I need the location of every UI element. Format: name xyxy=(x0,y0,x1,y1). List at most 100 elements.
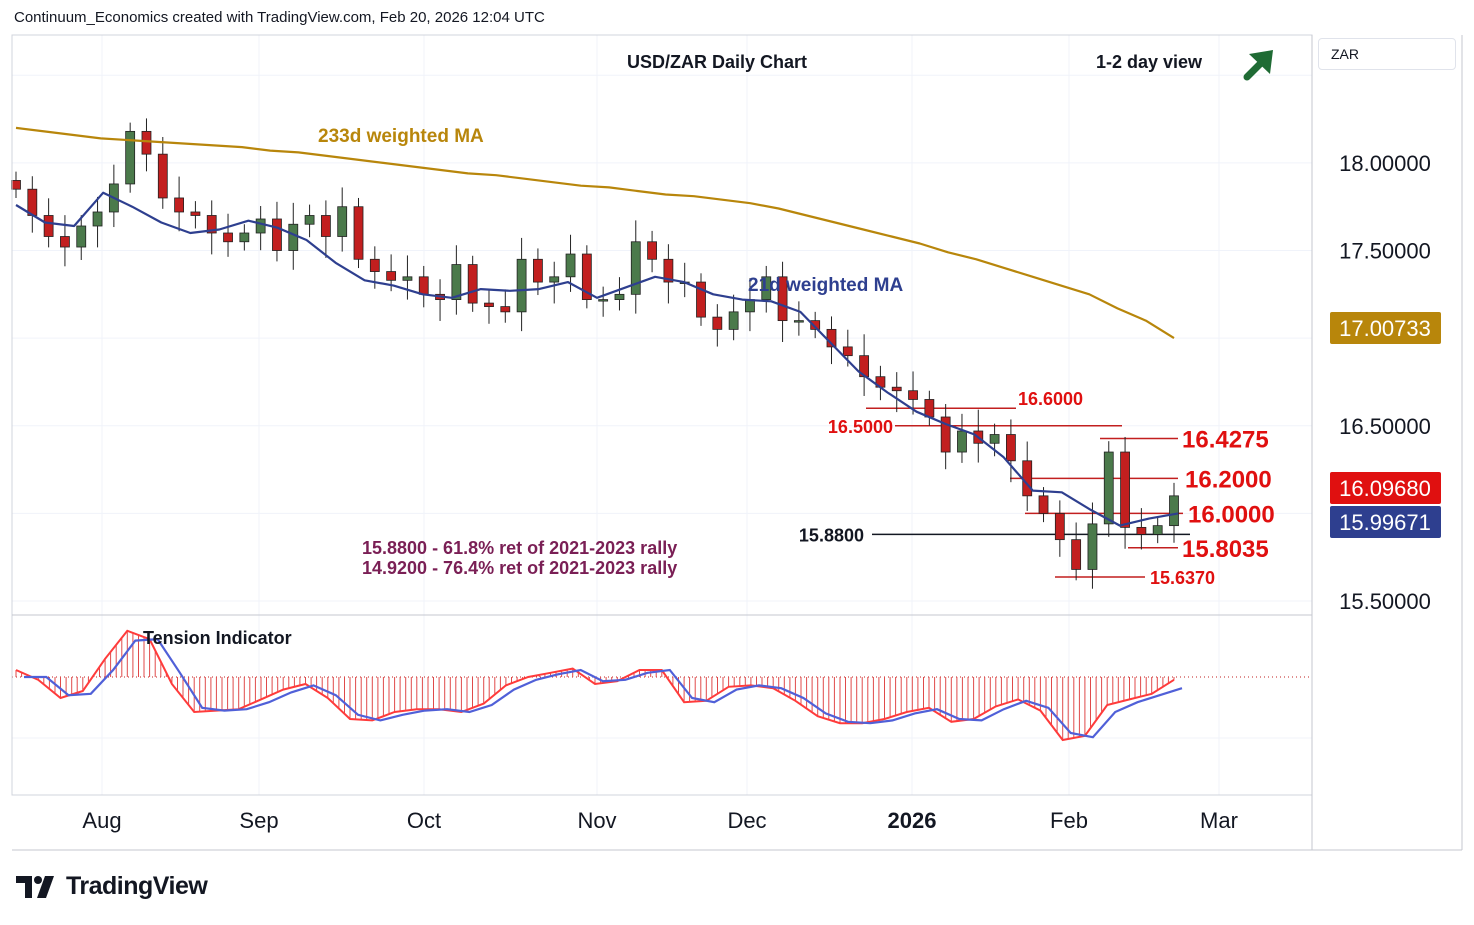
candle xyxy=(1169,482,1179,543)
ma-21-line xyxy=(15,191,1179,527)
candle-body xyxy=(60,236,70,248)
level-label: 16.0000 xyxy=(1188,501,1275,528)
candle xyxy=(940,404,951,470)
candle-body xyxy=(1152,525,1163,535)
candle-body xyxy=(549,276,560,283)
currency-selector[interactable]: ZAR xyxy=(1318,38,1456,70)
candle-body xyxy=(598,299,609,302)
x-tick-label: 2026 xyxy=(888,808,937,833)
axes: 18.00000 17.50000 16.50000 15.50000 Aug Sep Oc… xyxy=(11,34,1463,851)
candle xyxy=(859,334,870,396)
candle xyxy=(1152,516,1163,544)
candle xyxy=(777,261,788,342)
candle xyxy=(728,294,739,341)
candle xyxy=(125,122,136,193)
tradingview-logo-icon xyxy=(16,875,54,898)
candle-body xyxy=(467,264,478,304)
candle xyxy=(484,290,494,324)
candle xyxy=(1136,508,1147,550)
candle-body xyxy=(157,153,168,199)
candle xyxy=(451,245,462,315)
tension-line xyxy=(15,629,1175,742)
candle xyxy=(27,176,38,233)
candle-body xyxy=(386,271,397,281)
candle-body xyxy=(1169,495,1179,527)
candle-body xyxy=(76,225,87,248)
candle-body xyxy=(614,293,625,300)
chart-attribution: Continuum_Economics created with Trading… xyxy=(14,9,545,26)
candle xyxy=(630,220,641,314)
candle-body xyxy=(581,253,592,300)
candle-body xyxy=(908,390,918,400)
candle-body xyxy=(353,206,364,260)
price-tag xyxy=(1330,472,1441,504)
candle xyxy=(957,413,967,463)
tension-signal-line xyxy=(24,638,1183,739)
candle-body xyxy=(320,215,331,237)
candle xyxy=(908,371,918,415)
oscillator-title: Tension Indicator xyxy=(143,628,292,648)
candle xyxy=(141,118,152,172)
ma-233-line xyxy=(15,126,1175,340)
candle xyxy=(924,390,935,426)
candle-body xyxy=(288,223,299,251)
retracement-annotation: 14.9200 - 76.4% ret of 2021-2023 rally xyxy=(362,558,677,578)
candle-body xyxy=(1136,526,1147,535)
candle xyxy=(1120,436,1130,549)
candle xyxy=(793,301,804,336)
candle xyxy=(206,200,217,255)
candle-body xyxy=(940,416,951,453)
y-tick-label: 16.50000 xyxy=(1339,414,1431,439)
candle xyxy=(500,289,511,323)
candle-body xyxy=(891,386,902,392)
candle-body xyxy=(451,264,462,300)
candle-body xyxy=(924,399,935,418)
candle-body xyxy=(696,281,706,318)
candle-body xyxy=(337,206,348,237)
candle xyxy=(663,244,674,304)
candle xyxy=(320,200,331,258)
candle-body xyxy=(484,302,494,308)
candle xyxy=(239,224,250,251)
candle xyxy=(647,230,657,273)
y-tick-label: 17.50000 xyxy=(1339,239,1431,264)
candle xyxy=(435,279,445,321)
candles xyxy=(11,118,1179,589)
candle xyxy=(875,365,886,401)
level-label: 15.6370 xyxy=(1150,568,1215,588)
candle-body xyxy=(1087,523,1098,570)
x-tick-label: Oct xyxy=(407,808,441,833)
candle xyxy=(76,215,87,260)
grid xyxy=(12,35,1312,795)
tradingview-logo[interactable]: TradingView xyxy=(16,872,208,901)
price-tags: 17.00733 16.09680 15.99671 xyxy=(1330,312,1441,538)
candle-body xyxy=(92,211,103,227)
level-label: 16.5000 xyxy=(828,417,893,437)
candle xyxy=(272,201,282,262)
candle-body xyxy=(369,258,380,272)
candle-body xyxy=(255,218,266,234)
candle xyxy=(60,215,70,267)
candle xyxy=(696,273,706,326)
candle xyxy=(1103,441,1114,537)
level-label: 16.6000 xyxy=(1018,389,1083,409)
candle xyxy=(1006,419,1016,483)
level-label: 15.8800 xyxy=(799,525,864,545)
candle-body xyxy=(239,232,250,243)
candle xyxy=(533,248,543,296)
plot-frame xyxy=(11,34,1313,796)
retracement-annotation: 15.8800 - 61.8% ret of 2021-2023 rally xyxy=(362,538,677,558)
chart-subtitle: 1-2 day view xyxy=(1096,52,1203,72)
x-tick-label: Dec xyxy=(727,808,766,833)
up-arrow-icon xyxy=(1243,50,1273,81)
moving-averages xyxy=(15,126,1179,527)
ma-21-label: 21d weighted MA xyxy=(748,275,903,296)
candle xyxy=(598,286,609,317)
candle-body xyxy=(402,276,413,281)
candle-body xyxy=(989,434,1000,444)
level-label: 16.2000 xyxy=(1185,466,1272,493)
candle-body xyxy=(761,276,772,300)
candle-body xyxy=(43,215,54,237)
candle-body xyxy=(663,258,674,283)
